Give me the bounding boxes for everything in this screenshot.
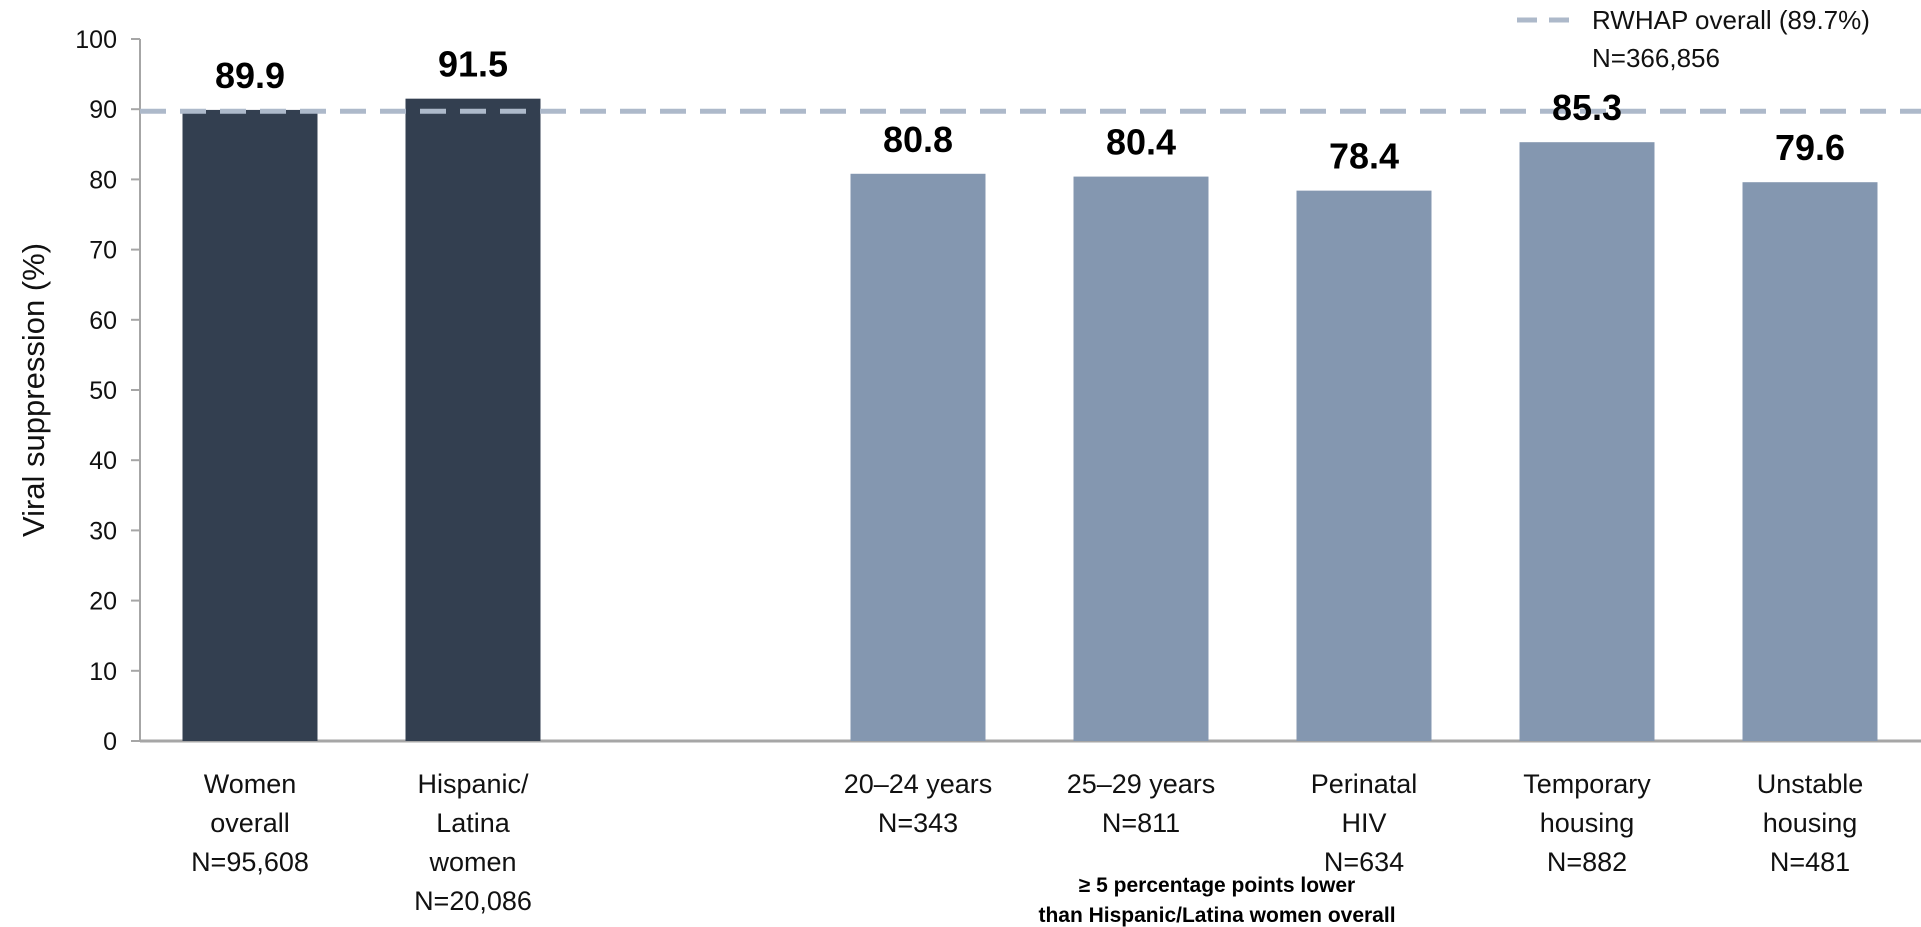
y-tick-label: 80 — [89, 166, 117, 194]
annotation: ≥ 5 percentage points lower than Hispanic… — [1038, 874, 1395, 927]
y-tick-label: 30 — [89, 517, 117, 545]
category-label-line: Hispanic/ — [417, 769, 529, 799]
y-axis-title: Viral suppression (%) — [16, 243, 51, 537]
y-tick-label: 50 — [89, 377, 117, 405]
category-label-line: housing — [1540, 808, 1635, 838]
bar — [1296, 190, 1432, 741]
category-label-line: overall — [210, 808, 290, 838]
bars — [182, 98, 1878, 742]
category-label: 20–24 years N=343 — [844, 769, 993, 838]
category-label-line: Perinatal — [1311, 769, 1418, 799]
bar-value-label: 89.9 — [215, 55, 285, 96]
category-label-line: housing — [1763, 808, 1858, 838]
category-label-line: Unstable — [1757, 769, 1864, 799]
category-label: Temporary housing N=882 — [1523, 769, 1651, 877]
y-tick-label: 100 — [75, 26, 117, 54]
category-label-line: N=20,086 — [414, 886, 532, 916]
category-label-line: N=811 — [1102, 808, 1180, 838]
annotation-line: ≥ 5 percentage points lower — [1079, 874, 1355, 897]
category-label-line: Temporary — [1523, 769, 1651, 799]
bar — [1519, 142, 1655, 742]
bar-value-label: 80.4 — [1106, 122, 1176, 163]
category-label-line: 20–24 years — [844, 769, 993, 799]
category-label: 25–29 years N=811 — [1067, 769, 1216, 838]
category-label-line: Latina — [436, 808, 511, 838]
bar — [1073, 176, 1209, 742]
annotation-text: ≥ 5 percentage points lower than Hispanic… — [1038, 874, 1395, 927]
y-tick-label: 60 — [89, 307, 117, 335]
bar-value-label: 85.3 — [1552, 87, 1622, 128]
category-labels: Women overall N=95,608 Hispanic/Latina women… — [191, 769, 1863, 916]
y-tick-label: 0 — [103, 728, 117, 756]
category-label: Unstable housing N=481 — [1757, 769, 1864, 877]
category-label-line: N=882 — [1547, 847, 1627, 877]
category-label-line: 25–29 years — [1067, 769, 1216, 799]
y-tick-label: 40 — [89, 447, 117, 475]
value-labels: 89.9 91.5 80.8 80.4 78.4 85.3 79.6 — [215, 44, 1845, 177]
bar — [850, 173, 986, 741]
category-label-line: N=634 — [1324, 847, 1404, 877]
category-label-line: N=481 — [1770, 847, 1850, 877]
legend: RWHAP overall (89.7%) N=366,856 — [1517, 5, 1870, 73]
y-tick-label: 70 — [89, 237, 117, 265]
y-tick-label: 20 — [89, 588, 117, 616]
bar-value-label: 91.5 — [438, 44, 508, 85]
category-label: Perinatal HIV N=634 — [1311, 769, 1418, 877]
legend-label-line: N=366,856 — [1592, 43, 1720, 73]
bar-value-label: 80.8 — [883, 119, 953, 160]
category-label-line: N=95,608 — [191, 847, 309, 877]
bar — [405, 98, 541, 742]
category-label-line: women — [428, 847, 516, 877]
category-label-line: Women — [204, 769, 297, 799]
bar-value-label: 78.4 — [1329, 136, 1399, 177]
bar — [182, 109, 318, 742]
category-label: Hispanic/Latina women N=20,086 — [414, 769, 532, 916]
bar — [1742, 182, 1878, 741]
legend-label: RWHAP overall (89.7%) N=366,856 — [1592, 5, 1870, 73]
y-tick-label: 10 — [89, 658, 117, 686]
category-label-line: HIV — [1341, 808, 1386, 838]
bar-value-label: 79.6 — [1775, 127, 1845, 168]
annotation-line: than Hispanic/Latina women overall — [1038, 904, 1395, 927]
y-tick-label: 90 — [89, 96, 117, 124]
category-label: Women overall N=95,608 — [191, 769, 309, 877]
category-label-line: N=343 — [878, 808, 958, 838]
legend-label-line: RWHAP overall (89.7%) — [1592, 5, 1870, 35]
